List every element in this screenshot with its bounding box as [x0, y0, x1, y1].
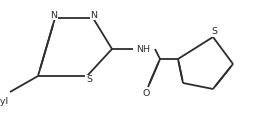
Text: N: N — [90, 11, 98, 20]
Text: S: S — [211, 27, 217, 37]
Text: NH: NH — [136, 44, 150, 53]
Text: O: O — [142, 88, 150, 97]
Text: S: S — [86, 75, 92, 84]
Text: methyl: methyl — [0, 97, 8, 106]
Text: N: N — [50, 11, 58, 20]
